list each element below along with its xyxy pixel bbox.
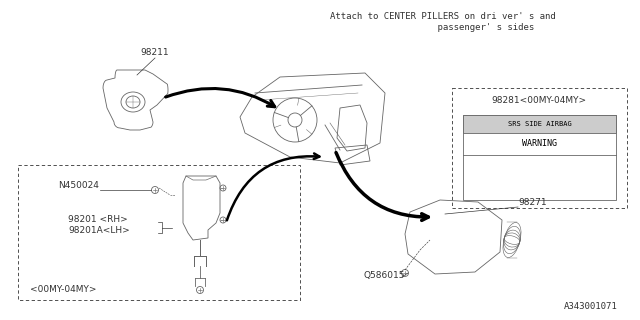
Text: SRS SIDE AIRBAG: SRS SIDE AIRBAG <box>508 121 572 127</box>
Text: <00MY-04MY>: <00MY-04MY> <box>30 285 97 294</box>
Text: A343001071: A343001071 <box>564 302 618 311</box>
Bar <box>463 115 616 200</box>
Text: N450024: N450024 <box>58 181 99 190</box>
Text: 98211: 98211 <box>141 48 170 57</box>
Text: 98201A<LH>: 98201A<LH> <box>68 226 130 235</box>
Bar <box>18 165 300 300</box>
Text: 98201 <RH>: 98201 <RH> <box>68 215 128 224</box>
Text: WARNING: WARNING <box>522 139 557 148</box>
Text: Attach to CENTER PILLERS on dri ver' s and: Attach to CENTER PILLERS on dri ver' s a… <box>330 12 556 21</box>
Text: passenger' s sides: passenger' s sides <box>330 23 534 32</box>
Text: 98271: 98271 <box>518 198 547 207</box>
Bar <box>452 88 627 208</box>
Text: 98281<00MY-04MY>: 98281<00MY-04MY> <box>492 96 587 105</box>
Text: Q586015: Q586015 <box>363 271 404 280</box>
Bar <box>463 115 616 133</box>
